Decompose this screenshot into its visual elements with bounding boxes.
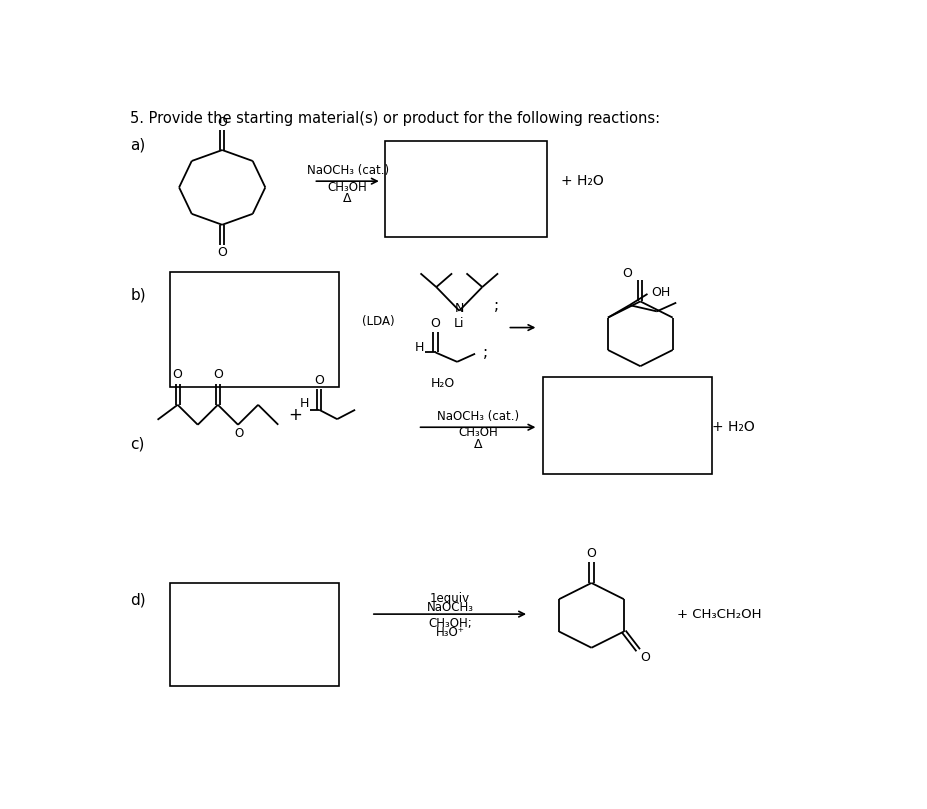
Text: NaOCH₃: NaOCH₃	[426, 601, 474, 614]
Bar	[386, 141, 547, 237]
Text: +: +	[288, 406, 302, 424]
Text: H₂O: H₂O	[431, 377, 455, 390]
Text: 5. Provide the starting material(s) or product for the following reactions:: 5. Provide the starting material(s) or p…	[130, 111, 660, 125]
Text: O: O	[235, 427, 244, 440]
Text: Δ: Δ	[343, 192, 352, 205]
Text: N: N	[454, 302, 464, 315]
Text: CH₃OH;: CH₃OH;	[428, 617, 472, 630]
Bar	[543, 377, 712, 474]
Text: O: O	[172, 368, 183, 381]
Text: b): b)	[130, 287, 146, 302]
Text: O: O	[217, 116, 227, 129]
Text: O: O	[431, 317, 440, 330]
Bar	[170, 583, 338, 686]
Text: a): a)	[130, 138, 146, 153]
Text: + CH₃CH₂OH: + CH₃CH₂OH	[677, 608, 762, 621]
Text: + H₂O: + H₂O	[562, 174, 604, 188]
Text: CH₃OH: CH₃OH	[327, 181, 367, 194]
Text: Li: Li	[454, 316, 464, 330]
Text: H₃O⁺: H₃O⁺	[436, 626, 464, 639]
Text: (LDA): (LDA)	[362, 315, 395, 328]
Text: O: O	[641, 651, 651, 664]
Text: H: H	[299, 397, 309, 410]
Text: d): d)	[130, 592, 146, 608]
Text: O: O	[217, 246, 227, 259]
Text: 1equiv: 1equiv	[430, 592, 470, 605]
Text: ;: ;	[494, 299, 500, 313]
Text: O: O	[314, 374, 324, 387]
Text: c): c)	[130, 437, 145, 451]
Text: NaOCH₃ (cat.): NaOCH₃ (cat.)	[307, 164, 388, 177]
Text: H: H	[415, 341, 425, 354]
Text: CH₃OH: CH₃OH	[458, 426, 498, 438]
Text: + H₂O: + H₂O	[712, 420, 756, 434]
Text: OH: OH	[651, 286, 670, 299]
Text: ;: ;	[483, 345, 489, 360]
Text: Δ: Δ	[474, 438, 482, 451]
Text: NaOCH₃ (cat.): NaOCH₃ (cat.)	[437, 410, 519, 423]
Text: O: O	[587, 547, 596, 560]
Text: O: O	[622, 268, 632, 281]
Bar	[170, 272, 338, 387]
Text: O: O	[213, 368, 222, 381]
